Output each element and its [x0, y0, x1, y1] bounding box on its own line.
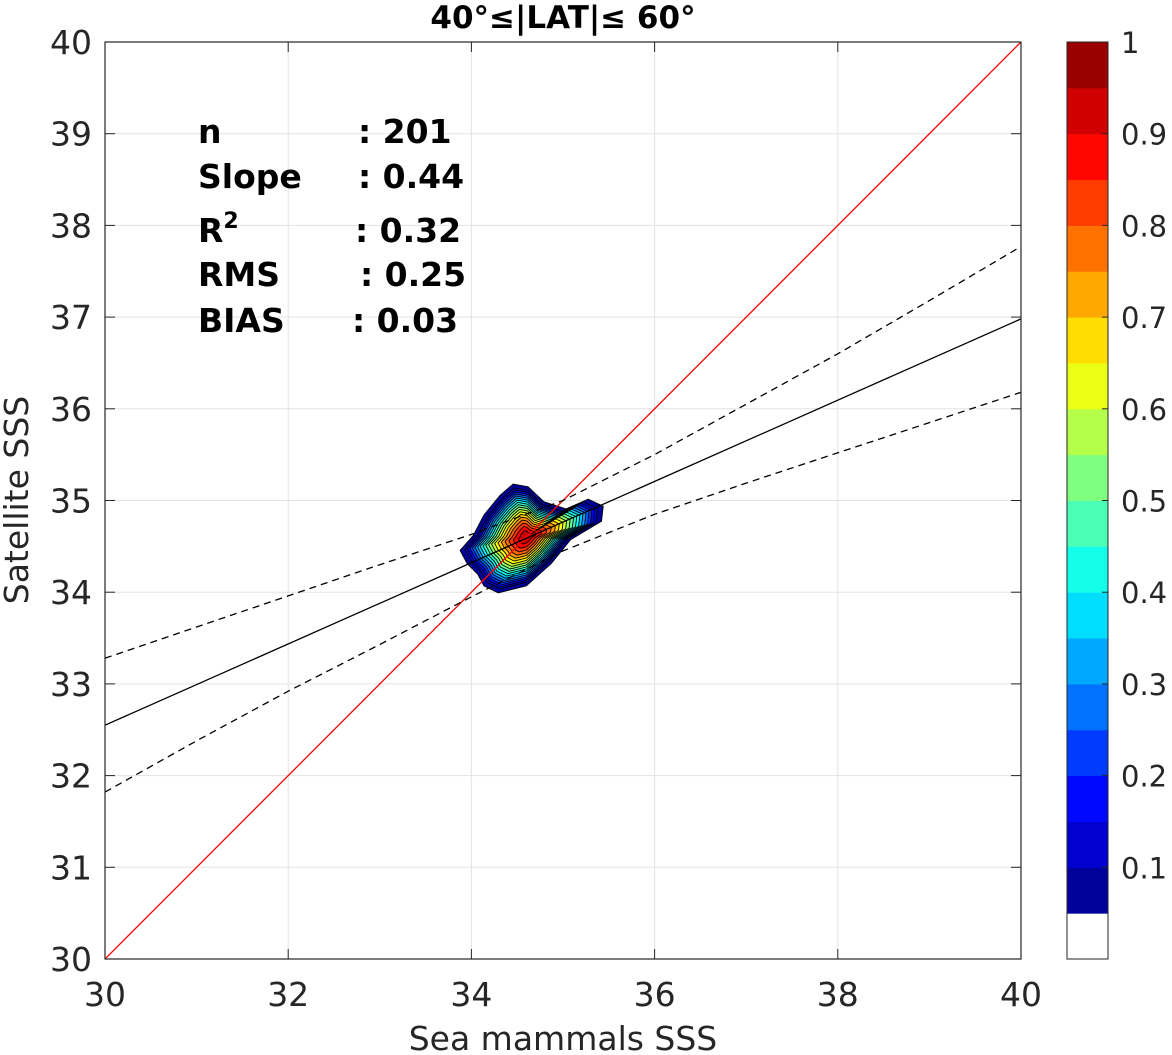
stat-r2-base: R [198, 211, 223, 250]
colorbar-tick-label: 0.6 [1121, 393, 1167, 427]
regression-lines [105, 42, 1021, 959]
x-tick-label: 38 [817, 975, 859, 1014]
colorbar-segment [1067, 454, 1108, 501]
colorbar-segment [1067, 225, 1108, 272]
colorbar-tick-label: 0.8 [1121, 209, 1167, 243]
colorbar-tick-label: 0.2 [1121, 760, 1167, 794]
colorbar-segment [1067, 592, 1108, 639]
x-axis-label: Sea mammals SSS [409, 1019, 718, 1055]
colorbar-segment [1067, 775, 1108, 822]
colorbar-segment [1067, 500, 1108, 547]
colorbar-tick-label: 0.4 [1121, 576, 1167, 610]
stat-slope-label: Slope [198, 157, 302, 196]
colorbar-tick-label: 0.3 [1121, 668, 1167, 702]
stat-n-label: n [198, 112, 222, 151]
y-tick-label: 39 [50, 115, 92, 154]
plot-area: 30 32 34 36 38 40 30 31 32 33 34 35 36 37 38 39 40 [50, 23, 1042, 1014]
y-tick-label: 33 [50, 665, 92, 704]
colorbar-tick-label: 0.9 [1121, 118, 1167, 152]
stat-r2-sup: 2 [223, 209, 238, 234]
stats-panel: n : 201 Slope : 0.44 R2 : 0.32 RMS : 0.2… [198, 112, 466, 340]
stat-slope-value: : 0.44 [358, 157, 464, 196]
y-tick-label: 37 [50, 298, 92, 337]
grid [104, 41, 1022, 960]
stat-rms-value: : 0.25 [360, 255, 466, 294]
x-tick-label: 34 [450, 975, 492, 1014]
stat-rms-label: RMS [198, 255, 280, 294]
colorbar-segment [1067, 87, 1108, 135]
colorbar-segment [1067, 271, 1108, 318]
y-tick-label: 35 [50, 482, 92, 521]
stat-r2-value: : 0.32 [355, 211, 461, 250]
axis-ticks: 30 32 34 36 38 40 30 31 32 33 34 35 36 37 38 39 40 [50, 23, 1042, 1014]
fit-line [105, 318, 1021, 726]
y-tick-label: 38 [50, 206, 92, 245]
lower-bound-line [105, 391, 1021, 793]
x-tick-label: 36 [634, 975, 676, 1014]
y-tick-label: 40 [50, 23, 92, 62]
x-tick-label: 40 [1000, 975, 1042, 1014]
x-tick-label: 30 [84, 975, 126, 1014]
colorbar-segment [1067, 179, 1108, 226]
colorbar: 0.1 0.2 0.3 0.4 0.5 0.6 0.7 0.8 0.9 1 [1066, 26, 1167, 960]
colorbar-segment [1067, 638, 1108, 685]
y-axis-label: Satellite SSS [0, 396, 36, 605]
colorbar-tick-label: 0.1 [1121, 851, 1167, 885]
colorbar-segment [1067, 546, 1108, 593]
y-tick-label: 31 [50, 848, 92, 887]
stat-r2-label: R2 [198, 209, 239, 250]
colorbar-segment [1067, 317, 1108, 364]
x-tick-label: 32 [267, 975, 309, 1014]
upper-bound-line [105, 245, 1021, 659]
colorbar-segment [1067, 729, 1108, 777]
colorbar-segment [1067, 362, 1108, 410]
colorbar-segment [1067, 913, 1108, 960]
colorbar-tick-label: 1 [1121, 26, 1139, 60]
y-tick-label: 32 [50, 757, 92, 796]
y-tick-label: 30 [50, 940, 92, 979]
colorbar-segment [1067, 867, 1108, 914]
colorbar-segment [1067, 42, 1108, 89]
colorbar-tick-label: 0.5 [1121, 485, 1167, 519]
colorbar-segment [1067, 683, 1108, 731]
y-tick-label: 36 [50, 390, 92, 429]
stat-bias-value: : 0.03 [352, 301, 458, 340]
y-tick-label: 34 [50, 573, 92, 612]
colorbar-segment [1067, 133, 1108, 181]
colorbar-segment [1067, 408, 1108, 456]
stat-n-value: : 201 [358, 112, 452, 151]
colorbar-segment [1067, 821, 1108, 868]
chart-title: 40°≤|LAT|≤ 60° [430, 0, 695, 36]
stat-bias-label: BIAS [198, 301, 285, 340]
colorbar-tick-label: 0.7 [1121, 301, 1167, 335]
